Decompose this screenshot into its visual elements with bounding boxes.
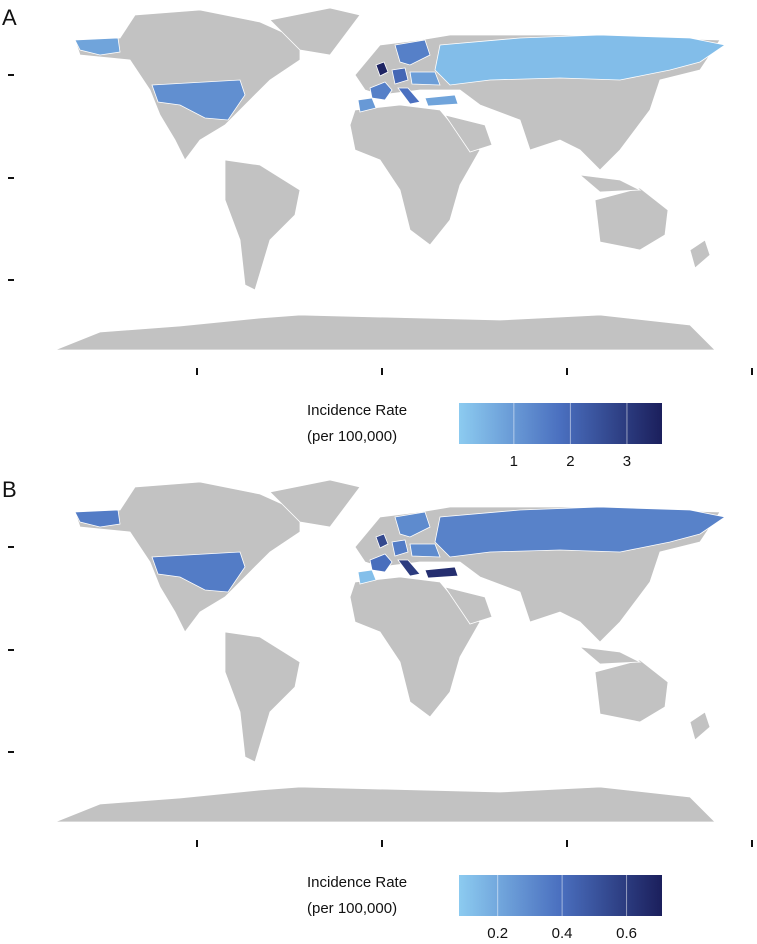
country-region [151,551,246,593]
country-region [394,39,431,66]
country-region [357,569,377,585]
panel-label: B [2,477,17,502]
legend-title: Incidence Rate [307,402,407,419]
legend-title: (per 100,000) [307,900,397,917]
colorbar-tick-label: 0.2 [487,925,508,942]
country-region [391,539,409,557]
map-panel: B Incidence Rate (per 100,000) 0.2 0.4 0.6 [2,477,727,942]
country-region [434,506,727,558]
country-region [409,71,441,86]
country-region [357,97,377,113]
country-region [74,37,121,56]
country-region [391,67,409,85]
country-region [375,533,389,549]
country-region [397,87,421,105]
panel-label: A [2,5,17,30]
colorbar-tick-label: 2 [566,453,574,470]
country-region [369,81,393,101]
colorbar-tick-label: 1 [510,453,518,470]
country-region [375,61,389,77]
country-region [369,553,393,573]
colorbar-tick-label: 3 [623,453,631,470]
map-panel: A Incidence Rate (per 100,000) 1 2 3 [2,5,727,470]
country-region [424,94,459,107]
legend-title: (per 100,000) [307,428,397,445]
colorbar-tick-label: 0.4 [552,925,573,942]
country-region [424,566,459,579]
colorbar-tick-label: 0.6 [616,925,637,942]
country-region [151,79,246,121]
country-region [409,543,441,558]
colorbar [459,403,662,444]
colorbar [459,875,662,916]
country-region [74,509,121,528]
legend-title: Incidence Rate [307,874,407,891]
country-region [434,34,727,86]
country-region [394,511,431,538]
country-region [397,559,421,577]
